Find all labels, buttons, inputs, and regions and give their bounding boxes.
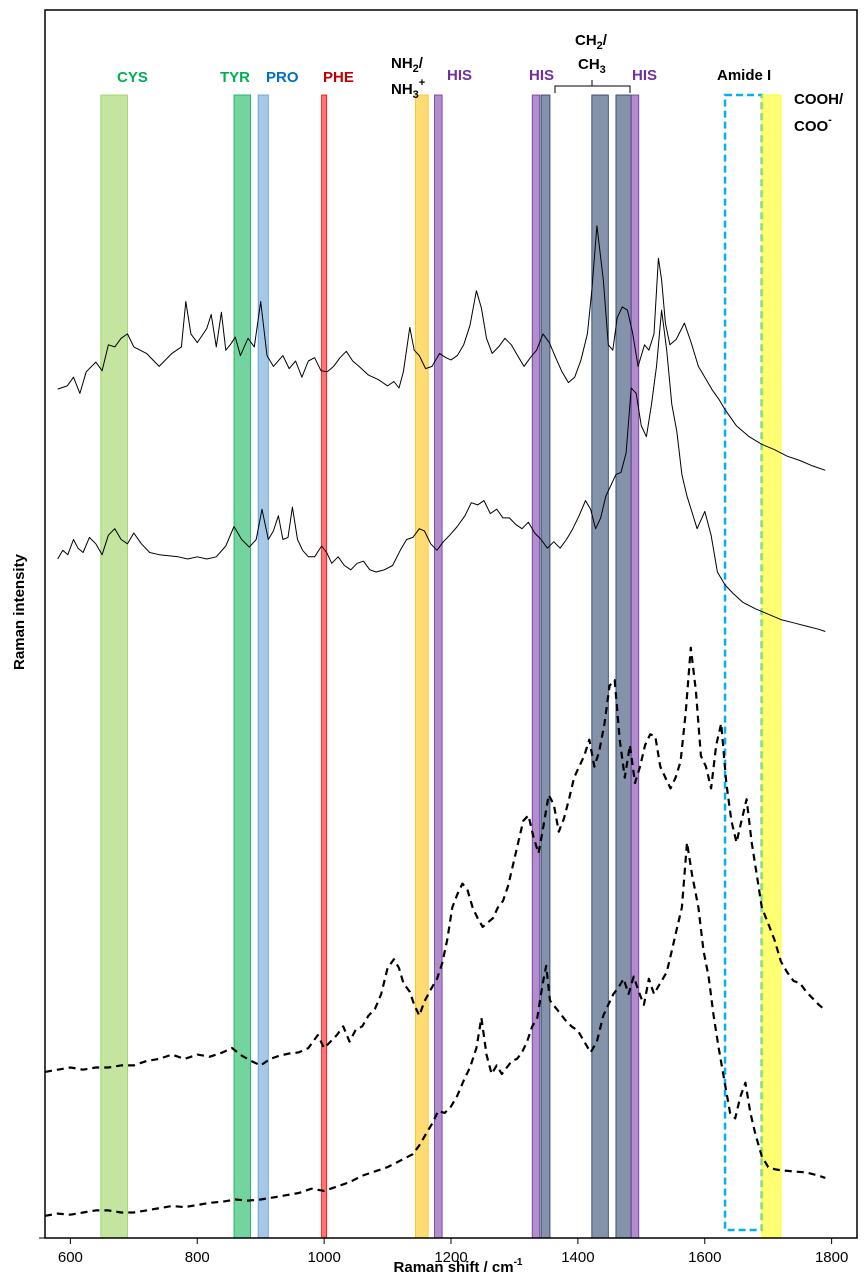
spectrum-1 [57,225,826,471]
band-his-10 [630,94,640,1239]
label-his-1: HIS [447,67,472,84]
label-nh3-base: NH [391,81,413,98]
label-ch3: CH3 [578,56,606,76]
label-nh3: NH3+ [391,77,425,101]
label-ch3-base: CH [578,56,600,73]
assignment-bands [100,93,782,1239]
x-axis-title-main: Raman shift / cm [394,1259,514,1276]
label-nh3-sup: + [419,77,425,89]
spectra-series [44,225,827,1217]
band-ch2-ch3-7 [540,94,551,1239]
x-tick-label-600: 600 [58,1249,83,1266]
band-phe-3 [321,94,328,1239]
band-cys-0 [100,94,128,1239]
label-coo-sup: - [828,114,832,126]
label-pro: PRO [266,69,299,86]
label-ch2-base: CH [575,32,597,49]
band-his-6 [531,94,541,1239]
band-amide-i [723,93,764,1232]
spectrum-2 [57,309,826,632]
label-phe: PHE [323,69,354,86]
band-labels: CYS TYR PRO PHE NH2/ NH3+ HIS HIS HIS CH… [117,32,844,135]
band-his-5 [434,94,443,1239]
label-coo-base: COO [794,118,829,135]
label-cooh: COOH/ [794,91,844,108]
label-his-2: HIS [529,67,554,84]
label-tyr: TYR [220,69,250,86]
band-cooh-coo-12 [761,94,782,1239]
spectrum-3 [44,646,827,1073]
spectrum-4 [44,841,826,1217]
x-tick-label-800: 800 [185,1249,210,1266]
x-tick-label-1200: 1200 [434,1249,467,1266]
label-nh2: NH [391,55,413,72]
y-axis-title: Raman intensity [11,553,28,670]
band-nh2-nh3-4 [415,94,429,1239]
plot-frame [44,9,858,1239]
label-amide-i: Amide I [717,67,771,84]
axes: 600 800 1000 1200 1400 1600 1800 [39,9,858,1266]
label-ch3-sub: 3 [600,64,606,76]
label-ch2-sub: 2 [597,40,603,52]
label-nh2-nh3: NH2/ [391,55,424,75]
x-axis-title-sup: -1 [514,1257,523,1268]
label-nh2-sub: 2 [413,63,419,75]
ch-bracket [554,85,631,93]
label-nh-slash: / [419,55,424,72]
x-axis-title: Raman shift / cm-1 [394,1257,523,1276]
label-ch-slash: / [603,32,608,49]
label-coo: COO- [794,114,832,135]
x-tick-label-1600: 1600 [688,1249,721,1266]
label-his-3: HIS [632,67,657,84]
label-nh3-sub: 3 [413,89,419,101]
label-ch2: CH2/ [575,32,608,52]
x-tick-label-1000: 1000 [307,1249,340,1266]
band-pro-2 [257,94,269,1239]
x-tick-label-1800: 1800 [815,1249,848,1266]
x-tick-label-1400: 1400 [561,1249,594,1266]
band-tyr-1 [233,94,251,1239]
band-ch2-ch3-8 [591,94,609,1239]
band-ch2-ch3-9 [615,94,632,1239]
label-cys: CYS [117,69,148,86]
